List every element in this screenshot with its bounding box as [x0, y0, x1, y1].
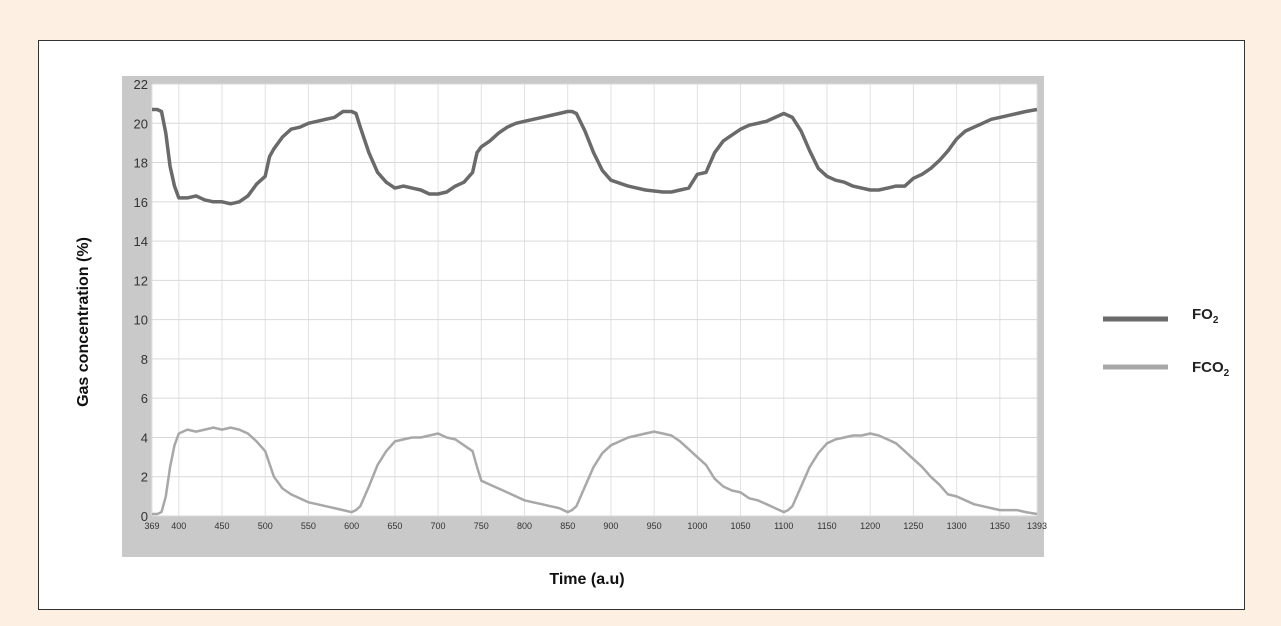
- y-tick-label: 16: [134, 195, 148, 210]
- x-tick-label: 369: [144, 521, 159, 531]
- x-tick-label: 1050: [731, 521, 751, 531]
- x-tick-label: 1393: [1027, 521, 1047, 531]
- y-tick-label: 10: [134, 313, 148, 328]
- x-tick-label: 750: [474, 521, 489, 531]
- y-tick-label: 8: [141, 352, 148, 367]
- x-tick-label: 800: [517, 521, 532, 531]
- y-tick-label: 22: [134, 77, 148, 92]
- x-axis-label: Time (a.u): [549, 571, 624, 588]
- y-tick-label: 20: [134, 116, 148, 131]
- x-tick-label: 950: [647, 521, 662, 531]
- legend-label-fo2: FO2: [1192, 306, 1219, 326]
- x-tick-label: 1000: [687, 521, 707, 531]
- x-tick-label: 650: [387, 521, 402, 531]
- y-tick-label: 2: [141, 470, 148, 485]
- legend-label-fco2: FCO2: [1192, 359, 1230, 379]
- y-axis-label: Gas concentration (%): [75, 237, 92, 407]
- series-lines: [152, 107, 1038, 516]
- x-tick-label: 1200: [860, 521, 880, 531]
- x-tick-label: 400: [171, 521, 186, 531]
- tick-labels: 369 400 450 500 550 600 650 700 750 800 850 900 950 1…: [134, 77, 1047, 531]
- y-tick-label: 0: [141, 509, 148, 524]
- y-tick-label: 4: [141, 430, 148, 445]
- x-tick-label: 1350: [990, 521, 1010, 531]
- x-tick-label: 700: [431, 521, 446, 531]
- x-tick-label: 1100: [774, 521, 793, 531]
- x-tick-label: 450: [214, 521, 229, 531]
- y-tick-label: 12: [134, 273, 148, 288]
- y-tick-label: 14: [134, 234, 148, 249]
- x-tick-label: 1150: [817, 521, 836, 531]
- x-tick-label: 500: [258, 521, 273, 531]
- series-line-fo2: [152, 107, 1038, 206]
- x-tick-label: 1250: [903, 521, 923, 531]
- x-tick-label: 850: [560, 521, 575, 531]
- x-tick-label: 900: [603, 521, 618, 531]
- legend: FO2 FCO2: [1103, 306, 1230, 379]
- x-tick-label: 550: [301, 521, 316, 531]
- y-tick-label: 18: [134, 156, 148, 171]
- y-tick-label: 6: [141, 391, 148, 406]
- grid: [151, 83, 1038, 517]
- x-tick-label: 600: [344, 521, 359, 531]
- x-tick-label: 1300: [947, 521, 967, 531]
- series-line-fco2: [152, 426, 1038, 516]
